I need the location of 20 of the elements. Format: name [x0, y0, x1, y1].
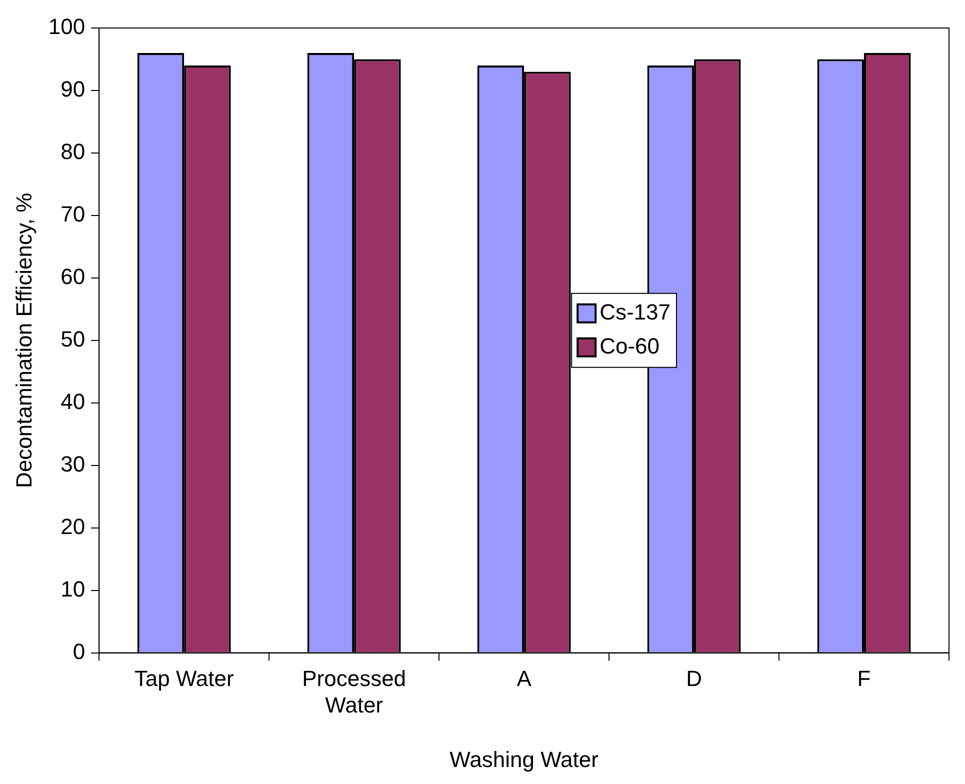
x-axis-title: Washing Water	[450, 746, 598, 772]
y-tick-label: 30	[60, 451, 86, 476]
y-axis-title: Decontamination Efficiency, %	[11, 192, 36, 488]
y-tick-label: 0	[72, 638, 86, 664]
x-tick-label: Processed Water	[302, 666, 406, 718]
legend-label: Cs-137	[600, 299, 671, 324]
legend-label: Co-60	[600, 333, 660, 358]
y-tick-label: 50	[60, 326, 86, 352]
y-tick-label: 40	[60, 388, 86, 414]
y-tick-label: 10	[60, 576, 86, 602]
y-tick-label: 70	[60, 202, 86, 227]
y-tick-label: 100	[48, 14, 86, 40]
y-tick-label: 60	[60, 264, 86, 289]
y-tick-label: 90	[60, 76, 86, 102]
y-tick-label: 80	[60, 139, 86, 164]
x-tick-label: D	[686, 666, 702, 692]
y-tick-label: 20	[60, 514, 86, 539]
x-tick-label: Tap Water	[134, 666, 234, 692]
x-tick-label: F	[857, 666, 871, 692]
x-tick-label: A	[516, 666, 532, 692]
